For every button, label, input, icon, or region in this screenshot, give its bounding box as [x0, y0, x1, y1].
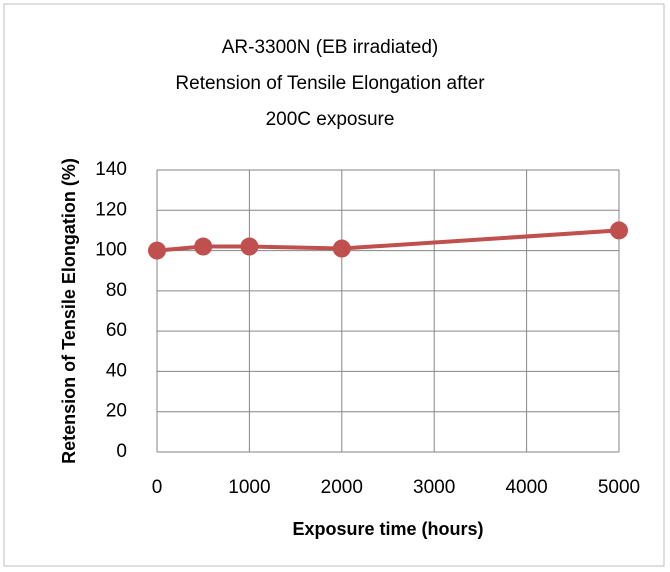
y-axis-label: Retension of Tensile Elongation (%)	[59, 158, 79, 464]
x-tick-label: 4000	[505, 477, 547, 498]
y-tick-label: 120	[95, 199, 127, 220]
x-tick-label: 5000	[598, 477, 640, 498]
data-point	[332, 239, 351, 258]
data-point	[240, 237, 259, 256]
chart-title: 200C exposure	[266, 109, 395, 130]
x-axis-label: Exposure time (hours)	[292, 519, 483, 539]
x-tick-label: 3000	[413, 477, 455, 498]
y-tick-label: 40	[106, 360, 127, 381]
y-tick-label: 20	[106, 401, 127, 422]
chart-frame	[3, 3, 665, 567]
y-tick-label: 0	[116, 441, 127, 462]
data-point	[610, 221, 628, 240]
y-tick-label: 140	[95, 159, 127, 180]
data-point	[194, 237, 213, 256]
y-tick-label: 80	[106, 280, 127, 301]
y-tick-label: 100	[95, 240, 127, 261]
y-tick-label: 60	[106, 320, 127, 341]
chart-title: AR-3300N (EB irradiated)	[222, 37, 438, 58]
chart-title: Retension of Tensile Elongation after	[175, 73, 485, 94]
x-tick-label: 2000	[321, 477, 363, 498]
x-tick-label: 1000	[228, 477, 270, 498]
data-point	[148, 241, 166, 260]
x-tick-label: 0	[152, 477, 163, 498]
